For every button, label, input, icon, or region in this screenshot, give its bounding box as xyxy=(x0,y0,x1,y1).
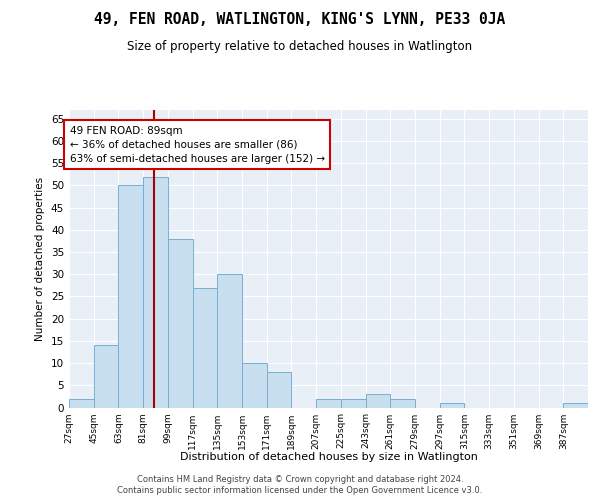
Bar xyxy=(94,346,118,408)
Bar xyxy=(440,403,464,407)
Bar xyxy=(365,394,390,407)
Bar xyxy=(563,403,588,407)
Text: Contains public sector information licensed under the Open Government Licence v3: Contains public sector information licen… xyxy=(118,486,482,495)
Text: Size of property relative to detached houses in Watlington: Size of property relative to detached ho… xyxy=(127,40,473,53)
Bar xyxy=(168,239,193,408)
Bar xyxy=(217,274,242,407)
Text: Contains HM Land Registry data © Crown copyright and database right 2024.: Contains HM Land Registry data © Crown c… xyxy=(137,475,463,484)
Bar xyxy=(316,398,341,407)
X-axis label: Distribution of detached houses by size in Watlington: Distribution of detached houses by size … xyxy=(179,452,478,462)
Bar xyxy=(143,176,168,408)
Bar xyxy=(193,288,217,408)
Bar xyxy=(390,398,415,407)
Text: 49, FEN ROAD, WATLINGTON, KING'S LYNN, PE33 0JA: 49, FEN ROAD, WATLINGTON, KING'S LYNN, P… xyxy=(94,12,506,28)
Text: 49 FEN ROAD: 89sqm
← 36% of detached houses are smaller (86)
63% of semi-detache: 49 FEN ROAD: 89sqm ← 36% of detached hou… xyxy=(70,126,325,164)
Bar xyxy=(341,398,365,407)
Bar xyxy=(69,398,94,407)
Bar xyxy=(267,372,292,408)
Y-axis label: Number of detached properties: Number of detached properties xyxy=(35,176,46,341)
Bar xyxy=(118,186,143,408)
Bar xyxy=(242,363,267,408)
